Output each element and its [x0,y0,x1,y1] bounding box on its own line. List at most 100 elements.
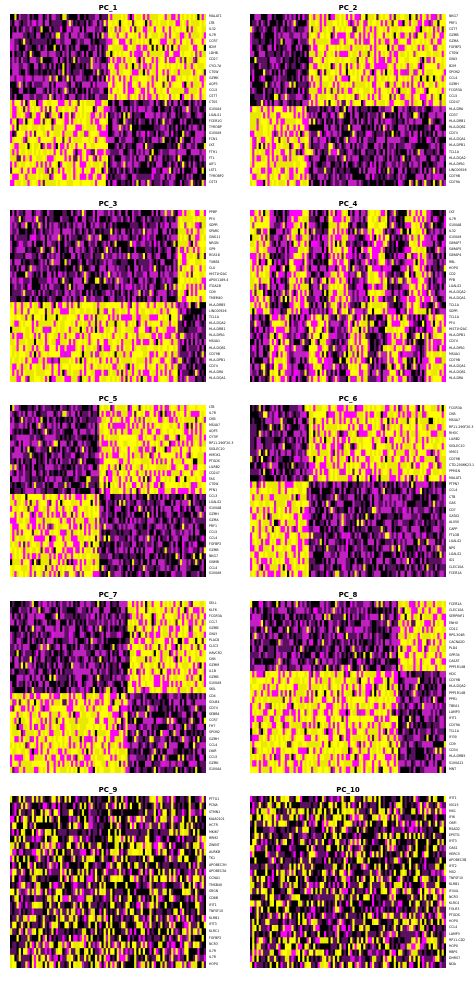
heatmap-row [250,173,446,181]
heatmap-cell [411,143,414,150]
heatmap-cell [408,14,412,21]
heatmap-cell [62,136,65,144]
heatmap-cell [201,173,205,181]
heatmap-cell [271,75,275,82]
heatmap-cell [201,50,205,58]
heatmap-cell [267,63,270,70]
heatmap-cell [363,69,366,76]
heatmap-cell [94,136,98,144]
heatmap-cell [101,69,104,76]
heatmap-cell [81,100,85,107]
heatmap-cell [280,14,283,21]
heatmap-cell [138,44,141,52]
heatmap-cell [280,130,283,138]
heatmap-cell [129,161,133,168]
heatmap-row [10,155,206,162]
heatmap-cell [197,87,200,95]
heatmap-cell [256,81,260,89]
heatmap-cell [173,81,176,89]
heatmap-cell [317,50,320,58]
heatmap-cell [171,81,174,89]
heatmap-cell [175,69,178,76]
heatmap-cell [432,124,436,132]
heatmap-cell [105,112,109,119]
heatmap-cell [389,87,392,95]
heatmap-cell [319,167,323,175]
heatmap-cell [398,161,401,168]
heatmap-cell [428,63,432,70]
heatmap-cell [437,63,440,70]
heatmap-cell [258,69,262,76]
heatmap-cell [10,14,13,21]
heatmap-cell [94,179,98,186]
heatmap-cell [62,14,65,21]
heatmap-cell [140,44,144,52]
heatmap-cell [278,106,281,113]
heatmap-cell [136,87,139,95]
heatmap-cell [14,26,17,33]
heatmap-cell [252,81,255,89]
heatmap-cell [114,81,118,89]
heatmap-cell [326,118,329,125]
heatmap-cell [147,167,150,175]
heatmap-cell [201,87,205,95]
heatmap-cell [380,167,384,175]
heatmap-cell [171,112,174,119]
heatmap-cell [44,106,48,113]
heatmap-cell [406,118,410,125]
heatmap-cell [419,93,423,101]
heatmap-cell [121,179,124,186]
heatmap-cell [411,26,414,33]
heatmap-cell [269,93,273,101]
heatmap-cell [250,69,253,76]
heatmap-cell [404,87,408,95]
heatmap-cell [153,179,157,186]
heatmap-cell [14,93,17,101]
heatmap-cell [12,161,15,168]
heatmap-cell [317,167,320,175]
heatmap-cell [147,155,150,162]
heatmap-cell [389,155,392,162]
heatmap-cell [121,63,124,70]
heatmap-cell [162,75,165,82]
heatmap-cell [304,93,307,101]
heatmap-cell [273,20,277,27]
heatmap-cell [23,124,26,132]
heatmap-cell [164,81,168,89]
heatmap-cell [293,167,297,175]
heatmap-cell [62,161,65,168]
heatmap-cell [129,20,133,27]
heatmap-cell [190,93,194,101]
heatmap-cell [203,14,206,21]
heatmap-cell [371,87,375,95]
heatmap-cell [415,69,418,76]
heatmap-cell [92,87,96,95]
heatmap-cell [186,106,189,113]
heatmap-cell [278,149,281,156]
heatmap-cell [382,63,386,70]
heatmap-cell [280,93,283,101]
heatmap-cell [168,14,172,21]
heatmap-cell [192,38,196,46]
heatmap-cell [184,87,187,95]
heatmap-cell [129,57,133,64]
heatmap-cell [171,75,174,82]
heatmap-cell [116,32,120,39]
heatmap-cell [99,81,102,89]
heatmap-cell [287,69,290,76]
heatmap-cell [417,75,421,82]
heatmap-cell [252,32,255,39]
heatmap-cell [369,57,373,64]
heatmap-cell [23,106,26,113]
heatmap-cell [68,44,72,52]
heatmap-row [10,14,206,21]
heatmap-cell [55,167,59,175]
heatmap-cell [282,75,286,82]
heatmap-cell [391,118,395,125]
heatmap-cell [149,57,152,64]
heatmap-cell [10,179,13,186]
heatmap-cell [441,149,445,156]
heatmap-cell [134,14,137,21]
heatmap-cell [18,32,22,39]
heatmap-cell [343,100,347,107]
